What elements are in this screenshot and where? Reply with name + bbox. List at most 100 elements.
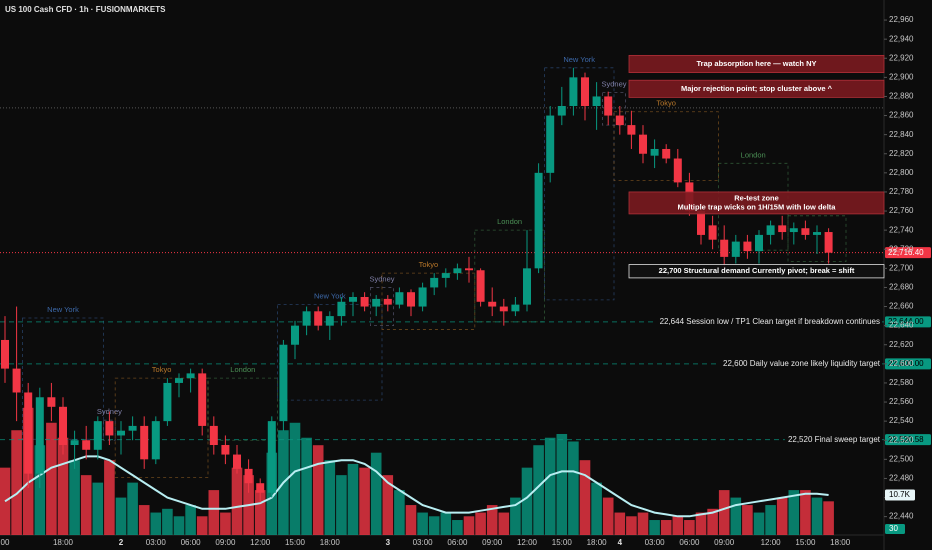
session-label: Tokyo [656,99,676,108]
candle-body [82,440,91,450]
x-tick-label: 3 [386,538,391,547]
candle-body [592,96,601,106]
y-tick-label: 22,500 [889,454,914,463]
level-price-bg [885,434,931,446]
candle-body [175,378,183,383]
x-tick-label: 03:00 [645,538,666,547]
y-tick-label: 22,640 [889,321,914,330]
level-price-bg [885,316,931,328]
y-tick-label: 22,440 [889,512,914,521]
candle-body [337,301,346,317]
session-label: Tokyo [152,365,172,374]
x-tick-label: 4 [618,538,623,547]
volume-bar [289,422,301,535]
volume-bar [811,497,823,535]
x-tick-label: 06:00 [181,538,202,547]
candle-body [93,421,102,450]
candle-body [546,115,555,173]
candle-body [755,234,763,252]
y-tick-label: 22,600 [889,359,914,368]
volume-bar [150,512,162,535]
candle-body [813,232,821,235]
volume-bar [347,463,359,535]
volume-bar [556,433,568,535]
candle-body [24,392,33,474]
candle-body [639,134,647,154]
volume-bar [452,520,463,535]
volume-bar [602,497,614,535]
candle-body [476,270,485,302]
volume-bar [336,475,347,535]
candle-body [407,292,415,307]
x-tick-label: 18:00 [830,538,851,547]
badge: 30 [889,524,898,533]
axes: 22,44022,46022,48022,50022,52022,54022,5… [1,15,915,547]
volume-bar [359,467,370,535]
session-box [787,215,847,263]
session-label: Sydney [601,80,626,89]
x-tick-label: 06:00 [679,538,700,547]
x-tick-label: 09:00 [714,538,735,547]
y-tick-label: 22,620 [889,340,914,349]
volume-bar [196,516,208,535]
candle-body [314,311,323,326]
candle-body [372,298,381,307]
volume-bar [104,460,115,535]
volume-bar [776,497,788,535]
session-box [21,317,104,440]
candle-body [35,397,44,474]
x-tick-label: 09:00 [482,538,503,547]
candle-body [383,298,392,305]
session-label: New York [563,55,595,64]
volume-bar [544,437,556,535]
volume-bar [533,445,544,535]
y-tick-label: 22,800 [889,168,914,177]
level-text-bg [656,316,881,327]
zone-box [628,79,885,98]
y-tick-label: 22,660 [889,302,914,311]
volume-bar [753,512,765,535]
volume-bar [57,437,69,535]
volume-bar [370,452,382,535]
volume-bar [579,460,591,535]
candle-body [198,373,207,426]
volume-bar [788,490,800,535]
y-tick-label: 22,560 [889,397,914,406]
volume-bar [626,516,637,535]
level-text: 22,520 Final sweep target [788,435,881,444]
candle-body [430,277,439,288]
y-tick-label: 22,480 [889,474,914,483]
volume-bar [231,467,243,535]
zone-box [628,264,885,279]
y-tick-label: 22,940 [889,34,914,43]
level-text: 22,600 Daily value zone likely liquidity… [723,359,881,368]
session-label: Tokyo [419,260,439,269]
volume-bar [510,497,521,535]
y-tick-label: 22,720 [889,244,914,253]
candle-body [708,225,717,240]
x-tick-label: 09:00 [215,538,236,547]
volume-bar [718,490,730,535]
volume-bar [742,505,753,535]
session-box [277,304,383,401]
candle-body [291,325,299,345]
volume-bar [162,508,173,535]
zone-text: Major rejection point; stop cluster abov… [681,84,833,93]
candle-body [59,406,67,446]
candle-body [1,339,9,369]
x-tick-label: 2 [119,538,124,547]
volume-bar [185,505,196,535]
volume-bar [394,490,405,535]
candle-body [302,311,311,326]
candle-body [418,287,427,307]
candle-body [766,225,775,235]
volume-ma-label: 10.7K [889,490,911,499]
session-label: New York [47,305,79,314]
y-tick-label: 22,960 [889,15,914,24]
candle-body [789,228,798,233]
y-tick-label: 22,840 [889,130,914,139]
y-tick-label: 22,820 [889,149,914,158]
session-box [544,67,615,301]
volume-bar [521,467,533,535]
y-tick-label: 22,580 [889,378,914,387]
